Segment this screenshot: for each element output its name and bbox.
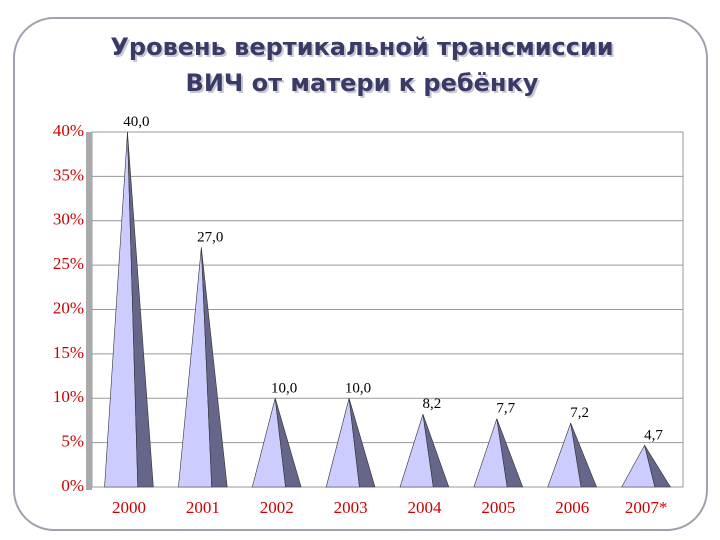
value-label: 10,0 [345,380,371,396]
y-tick-label: 20% [53,298,84,317]
value-label: 7,2 [570,405,589,421]
y-tick-label: 35% [53,165,84,184]
x-tick-label: 2001 [186,498,220,517]
pyramid [104,131,154,488]
value-label: 40,0 [123,114,149,130]
x-tick-label: 2006 [555,498,589,517]
pyramid [178,247,228,488]
pyramid-side [348,398,376,488]
value-label: 7,7 [496,401,515,417]
title-line: Уровень вертикальной трансмиссии [110,33,613,61]
pyramid-side [570,422,598,488]
title-shadow: ВИЧ от матери к ребёнку [188,71,541,99]
x-tick-label: 2004 [407,498,442,517]
pyramid [325,398,376,488]
pyramid [251,398,302,488]
x-tick-label: 2003 [334,498,368,517]
value-label: 8,2 [422,396,441,412]
axis-wall [86,132,92,490]
x-tick-label: 2002 [260,498,294,517]
pyramid [399,414,450,488]
y-tick-label: 15% [53,343,84,362]
pyramid-side [127,131,154,488]
y-tick-label: 10% [53,387,84,406]
x-tick-label: 2000 [112,498,146,517]
value-label: 10,0 [271,380,297,396]
pyramid [473,418,524,488]
pyramid-side [274,398,302,488]
pyramid-side [496,418,524,488]
pyramid-side [422,414,450,488]
y-tick-label: 40% [53,121,84,140]
x-tick-label: 2005 [481,498,515,517]
pyramid-side [644,445,671,488]
title-line: ВИЧ от матери к ребёнку [186,69,539,97]
x-tick-label: 2007* [625,498,668,517]
y-tick-label: 0% [61,476,84,495]
y-tick-label: 5% [61,432,84,451]
pyramid-side [201,247,228,488]
value-label: 27,0 [197,229,223,245]
y-tick-label: 30% [53,210,84,229]
title-shadow: Уровень вертикальной трансмиссии [112,35,615,63]
y-tick-label: 25% [53,254,84,273]
value-label: 4,7 [644,427,663,443]
pyramid [547,422,598,488]
pyramid [621,444,671,488]
